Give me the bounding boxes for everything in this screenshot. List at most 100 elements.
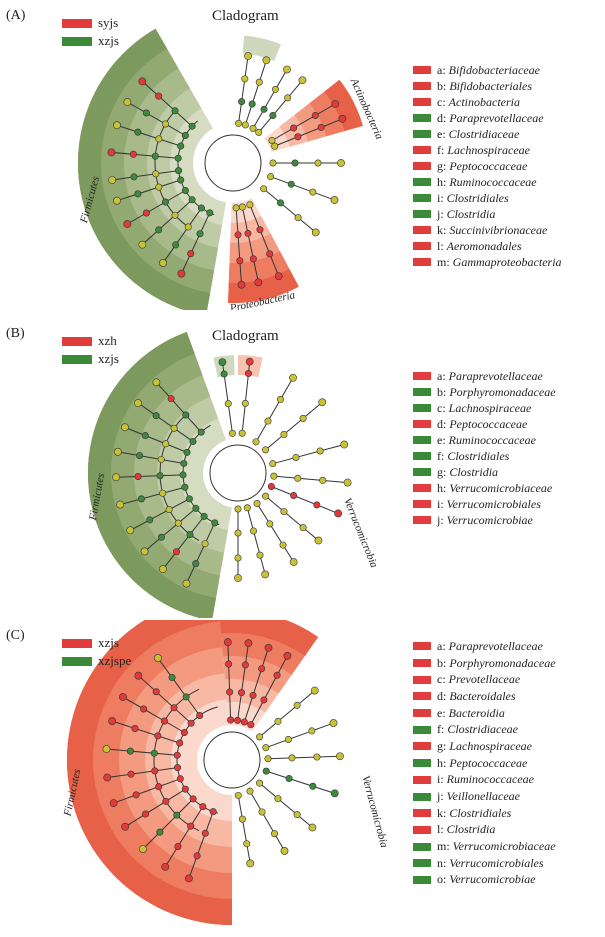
tree-node [102, 745, 111, 753]
tree-root [203, 731, 261, 789]
legend-key: f: [437, 722, 448, 737]
tree-branch [271, 486, 339, 514]
panel-a: Firmicutes Actinobacteria Proteobacteria (… [0, 0, 605, 310]
cladogram-b: Firmicutes Verrucomicrobia [87, 332, 380, 618]
tree-node [234, 529, 242, 537]
tree-node [146, 516, 154, 524]
tree-branch [162, 516, 205, 570]
tree-node [246, 201, 254, 209]
tree-node [252, 438, 260, 446]
tree-node [159, 489, 167, 497]
clade-label: Verrucomicrobia [359, 774, 390, 849]
tree-node [152, 688, 160, 696]
legend-swatch [413, 809, 431, 818]
tree-node [177, 176, 185, 184]
legend-item: d: Bacteroidales [413, 688, 556, 705]
legend-swatch [413, 675, 431, 684]
legend-item: l: Clostridia [413, 822, 556, 839]
tree-node [316, 447, 324, 455]
tree-node [225, 660, 233, 668]
tree-node [162, 440, 170, 448]
tree-node [155, 183, 163, 191]
tree-node [268, 137, 276, 145]
tree-branch [265, 401, 323, 451]
legend-taxon: Clostridiaceae [448, 126, 520, 141]
tree-branch [267, 755, 340, 760]
legend-taxon: Porphyromonadaceae [449, 655, 556, 670]
tree-node [126, 747, 134, 755]
tree-node [237, 689, 245, 697]
legend-swatch [413, 484, 431, 492]
legend-key: g: [437, 738, 450, 753]
group-legend-item: xzjs [62, 634, 131, 652]
tree-node [280, 430, 288, 438]
legend-swatch [413, 420, 431, 428]
tree-branch [138, 675, 192, 724]
cladogram-c: FirmicutesBacteroidetesVerrucomicrobia [62, 620, 390, 925]
taxa-legend: a: Paraprevotellaceae b: Porphyromonadace… [413, 368, 556, 528]
legend-taxon: Veillonellaceae [446, 789, 520, 804]
legend-key: d: [437, 688, 450, 703]
legend-key: l: [437, 238, 447, 253]
legend-item: c: Actinobacteria [413, 94, 562, 110]
legend-swatch [413, 775, 431, 784]
tree-node [140, 547, 149, 556]
tree-node [253, 500, 261, 508]
clade-highlight [238, 355, 263, 378]
tree-node [290, 124, 298, 132]
tree-node [271, 142, 279, 150]
tree-root [204, 134, 262, 192]
legend-item: i: Ruminococcaceae [413, 772, 556, 789]
legend-key: m: [437, 839, 453, 854]
tree-node [209, 808, 217, 816]
legend-key: k: [437, 805, 450, 820]
tree-branch [116, 474, 184, 478]
tree-node [274, 272, 283, 281]
legend-key: e: [437, 705, 449, 720]
legend-item: k: Succinivibrionaceae [413, 222, 562, 238]
legend-taxon: Verrucomicrobiaceae [449, 480, 553, 495]
legend-key: h: [437, 480, 450, 495]
legend-taxon: Peptococcaceae [449, 755, 528, 770]
tree-node [241, 661, 249, 669]
legend-key: b: [437, 78, 450, 93]
tree-branch [263, 188, 317, 233]
legend-swatch [413, 194, 431, 202]
legend-key: j: [437, 512, 447, 527]
tree-node [247, 721, 255, 729]
tree-node [142, 109, 150, 117]
tree-node [211, 519, 219, 527]
tree-node [256, 779, 264, 787]
tree-node [142, 209, 150, 217]
legend-swatch [413, 130, 431, 138]
legend-taxon: Lachnospiraceae [448, 400, 532, 415]
tree-node [154, 732, 162, 740]
legend-key: b: [437, 384, 450, 399]
tree-node [182, 411, 190, 419]
tree-node [181, 187, 189, 195]
tree-branch [130, 498, 190, 531]
legend-taxon: Verrucomicrobiaceae [452, 839, 556, 854]
legend-item: a: Paraprevotellaceae [413, 638, 556, 655]
tree-node [274, 717, 282, 725]
tree-node [234, 554, 242, 562]
tree-node [256, 226, 264, 234]
tree-node [284, 94, 292, 102]
tree-node [118, 693, 127, 701]
tree-node [330, 789, 339, 798]
tree-node [260, 696, 268, 704]
clade-highlight [88, 332, 216, 618]
legend-item: b: Porphyromonadaceae [413, 384, 556, 400]
tree-node [201, 540, 209, 548]
tree-node [141, 810, 149, 818]
legend-swatch [413, 725, 431, 734]
legend-swatch [413, 859, 431, 868]
tree-node [264, 755, 272, 763]
tree-node [173, 751, 181, 759]
tree-node [130, 173, 138, 181]
tree-node [157, 533, 165, 541]
tree-node [311, 228, 320, 237]
legend-taxon: Clostridiales [447, 448, 510, 463]
legend-taxon: Ruminococcaceae [446, 772, 534, 787]
clade-label: Verrucomicrobia [341, 496, 380, 570]
